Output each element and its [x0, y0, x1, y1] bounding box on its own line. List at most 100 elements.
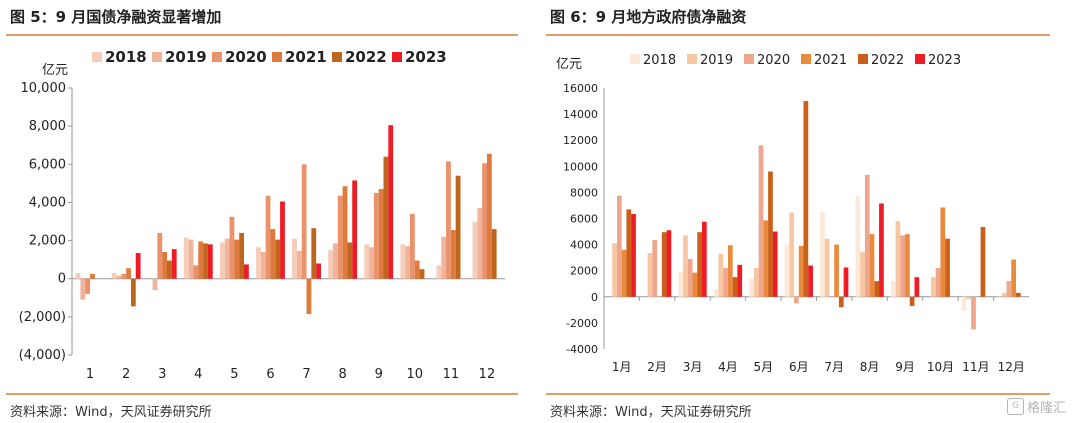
watermark: G 格隆汇 — [1006, 397, 1066, 416]
x-tick-label: 7 — [302, 367, 310, 382]
bar-2022-9 — [383, 156, 389, 279]
bar-2021-6 — [270, 229, 276, 279]
bar-2021-9 — [905, 234, 910, 297]
bar-2023-9 — [914, 277, 920, 297]
legend-entry: 2023 — [405, 48, 447, 66]
bar-2018-5 — [749, 278, 754, 297]
bar-2018-4 — [183, 237, 189, 279]
bar-2023-5 — [244, 264, 249, 279]
bar-2022-10 — [419, 269, 425, 279]
legend-entry: 2019 — [165, 48, 207, 66]
legend-swatch — [801, 54, 811, 64]
bar-2018-3 — [678, 272, 684, 297]
bar-2018-5 — [219, 242, 225, 279]
legend-swatch — [687, 54, 697, 64]
bar-2018-1 — [75, 272, 81, 279]
bar-2021-12 — [1011, 259, 1017, 297]
bar-2018-7 — [820, 211, 825, 297]
bar-2019-8 — [860, 251, 865, 297]
x-tick-label: 4 — [194, 367, 202, 382]
bar-2022-7 — [838, 296, 844, 308]
bar-2023-1 — [631, 213, 636, 297]
bar-2023-9 — [388, 125, 394, 279]
bar-2023-3 — [171, 249, 177, 279]
bar-2020-1 — [616, 195, 622, 297]
bar-2019-11 — [441, 236, 447, 279]
bar-2020-10 — [409, 213, 415, 279]
bar-2023-2 — [135, 252, 141, 279]
y-tick-label: 8000 — [570, 186, 598, 199]
legend-swatch — [212, 52, 222, 62]
bar-2019-1 — [612, 243, 617, 297]
bar-2022-5 — [239, 232, 244, 279]
bar-2018-9 — [890, 281, 896, 297]
legend-entry: 2023 — [928, 53, 961, 68]
bar-2022-6 — [275, 239, 281, 279]
legend-swatch — [152, 52, 162, 62]
legend-entry: 2022 — [345, 48, 387, 66]
y-tick-label: 16000 — [563, 82, 598, 95]
bar-2019-12 — [477, 208, 483, 279]
y-tick-label: 6000 — [570, 213, 598, 226]
y-tick-label: 0 — [591, 291, 598, 304]
bar-2019-3 — [683, 235, 688, 297]
bar-2018-12 — [997, 296, 1002, 299]
bar-2020-6 — [265, 195, 271, 279]
y-tick-label: 4000 — [570, 239, 598, 252]
x-tick-label: 8月 — [860, 360, 880, 374]
y-tick-label: 2,000 — [29, 234, 66, 249]
bar-2020-11 — [971, 296, 976, 330]
bar-2023-4 — [207, 244, 213, 279]
x-tick-label: 5 — [230, 367, 238, 382]
legend-swatch — [858, 54, 868, 64]
bar-2019-9 — [369, 247, 374, 279]
footer-rule — [546, 393, 1050, 395]
bar-2020-5 — [229, 216, 235, 279]
bar-2019-5 — [753, 268, 759, 297]
bar-2020-5 — [758, 145, 764, 297]
footer-rule — [6, 393, 518, 395]
bar-2019-4 — [718, 253, 724, 297]
x-tick-label: 1月 — [612, 360, 632, 374]
bar-2018-9 — [364, 244, 370, 279]
chart-panel-national-debt: 图 5：9 月国债净融资显著增加 亿元 2018 2019 2020 2021 2022 2… — [0, 0, 524, 423]
bar-2021-8 — [869, 234, 875, 297]
bar-2022-10 — [945, 238, 950, 297]
bar-2021-6 — [798, 245, 804, 297]
y-tick-label: 6,000 — [29, 157, 66, 172]
legend-entry: 2018 — [643, 53, 676, 68]
bar-2018-11 — [436, 265, 442, 279]
y-tick-label: 8,000 — [29, 119, 66, 134]
legend-entry: 2021 — [814, 53, 847, 68]
title-rule — [546, 34, 1050, 36]
x-tick-label: 7月 — [824, 360, 844, 374]
bar-2019-6 — [260, 252, 266, 279]
x-tick-label: 11月 — [962, 360, 989, 374]
bar-2020-8 — [864, 174, 870, 297]
bar-2022-1 — [626, 209, 632, 297]
bar-2021-8 — [342, 186, 348, 279]
bar-2023-8 — [352, 180, 358, 279]
bar-2018-6 — [784, 244, 790, 297]
y-tick-label: 0 — [58, 272, 66, 287]
legend-entry: 2020 — [225, 48, 267, 66]
bar-2022-7 — [311, 228, 317, 279]
local-debt-bar-chart: 亿元 2018 2019 2020 2021 2022 2023 -4000 -2000 0 200… — [556, 53, 1029, 374]
bar-2020-3 — [687, 258, 693, 297]
legend-swatch — [630, 54, 640, 64]
y-axis-label: 亿元 — [556, 57, 582, 72]
bar-2019-11 — [966, 296, 972, 300]
y-axis-label: 亿元 — [42, 63, 68, 78]
bar-2021-1 — [621, 249, 627, 297]
bar-2022-9 — [909, 296, 915, 306]
bar-2019-2 — [647, 253, 653, 297]
x-tick-label: 10月 — [927, 360, 954, 374]
legend-swatch — [272, 52, 282, 62]
bar-2019-4 — [188, 239, 194, 279]
bar-2020-7 — [301, 164, 307, 279]
title-rule — [6, 34, 518, 36]
bar-2019-8 — [333, 243, 338, 279]
y-tick-label: 10000 — [563, 160, 598, 173]
x-tick-label: 3月 — [683, 360, 703, 374]
